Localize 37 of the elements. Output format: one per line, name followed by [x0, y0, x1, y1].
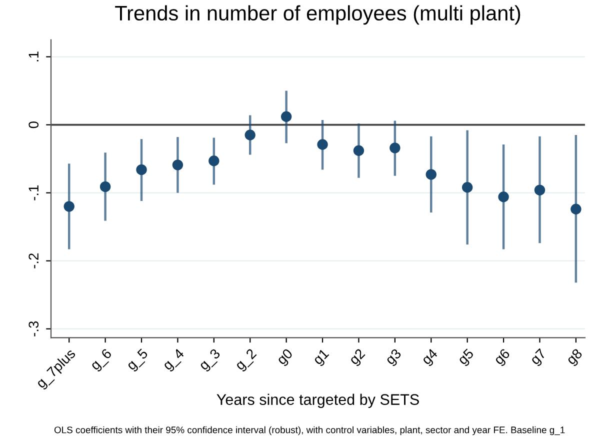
text: OLS coefficients with their 95% confidence interval (robust), with control variables, plant, sector and year FE. Baseline g_1 [54, 426, 565, 436]
y-tick-label: 0 [28, 121, 39, 128]
x-tick-label: g_2 [234, 348, 259, 373]
x-axis-title: Years since targeted by SETS [216, 394, 419, 408]
y-tick-label: -.2 [28, 253, 38, 268]
point [100, 181, 111, 192]
x-tick-label: g3 [384, 348, 404, 368]
point [64, 201, 74, 212]
point [353, 145, 364, 156]
point [208, 155, 220, 166]
x-tick-label: g_3 [198, 348, 223, 373]
point [172, 160, 184, 170]
chart-title: Trends in number of employees (multi plant) [115, 5, 520, 25]
point [244, 130, 256, 140]
point [534, 184, 546, 196]
y-tick-label: -.1 [28, 185, 38, 200]
point [317, 139, 328, 150]
point [136, 164, 147, 176]
point [280, 111, 292, 122]
x-tick-label: g_5 [126, 348, 150, 373]
x-tick-label: g8 [566, 348, 585, 368]
x-tick-label: g0 [276, 348, 296, 368]
point [570, 204, 582, 214]
x-tick-label: g5 [457, 348, 476, 368]
x-tick-label: g7 [530, 348, 548, 368]
x-tick-label: g6 [493, 348, 512, 368]
x-tick-label: g4 [420, 348, 440, 368]
x-tick-label: g_6 [90, 348, 114, 373]
point [498, 192, 509, 202]
point [390, 142, 400, 154]
y-tick-label: .1 [28, 52, 38, 62]
x-tick-label: g_4 [162, 348, 187, 373]
point [462, 182, 473, 193]
point [426, 169, 436, 180]
x-tick-label: g2 [348, 348, 368, 368]
y-tick-label: -.3 [28, 321, 39, 336]
x-tick-label: g1 [312, 348, 332, 368]
